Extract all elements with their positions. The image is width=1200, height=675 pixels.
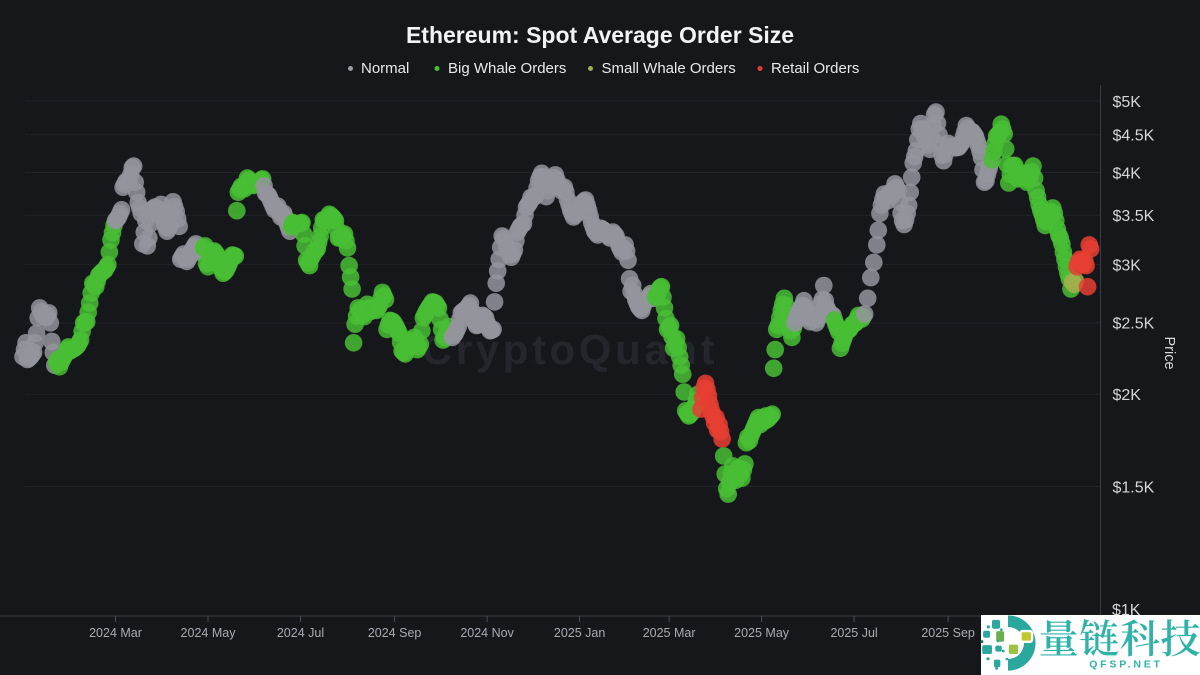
svg-text:2025 Mar: 2025 Mar — [643, 626, 696, 640]
svg-text:Small Whale Orders: Small Whale Orders — [602, 60, 736, 77]
svg-text:Big Whale Orders: Big Whale Orders — [448, 60, 566, 77]
svg-text:Ethereum: Spot Average Order S: Ethereum: Spot Average Order Size — [406, 22, 794, 48]
svg-text:2025 Jul: 2025 Jul — [830, 626, 877, 640]
svg-text:2024 Sep: 2024 Sep — [368, 626, 422, 640]
svg-text:$1K: $1K — [1112, 602, 1141, 619]
svg-text:2024 May: 2024 May — [181, 626, 237, 640]
svg-text:Normal: Normal — [361, 60, 409, 77]
svg-text:$5K: $5K — [1113, 94, 1142, 111]
svg-text:$4.5K: $4.5K — [1113, 128, 1155, 145]
svg-text:$3.5K: $3.5K — [1113, 208, 1155, 225]
svg-text:$1.5K: $1.5K — [1113, 479, 1155, 496]
svg-text:Price: Price — [1161, 336, 1177, 369]
svg-text:2024 Jul: 2024 Jul — [277, 626, 324, 640]
svg-text:QFSP.NET: QFSP.NET — [1089, 659, 1163, 671]
svg-text:2025 Jan: 2025 Jan — [554, 626, 605, 640]
svg-text:2024 Nov: 2024 Nov — [460, 626, 514, 640]
svg-text:$3K: $3K — [1113, 257, 1142, 274]
svg-text:$2K: $2K — [1113, 387, 1142, 404]
svg-text:2025 May: 2025 May — [734, 626, 790, 640]
svg-text:2024 Mar: 2024 Mar — [89, 626, 142, 640]
svg-text:$4K: $4K — [1113, 165, 1142, 182]
svg-text:$2.5K: $2.5K — [1113, 316, 1155, 333]
svg-text:2025 Sep: 2025 Sep — [921, 626, 975, 640]
svg-text:Retail Orders: Retail Orders — [771, 60, 859, 77]
